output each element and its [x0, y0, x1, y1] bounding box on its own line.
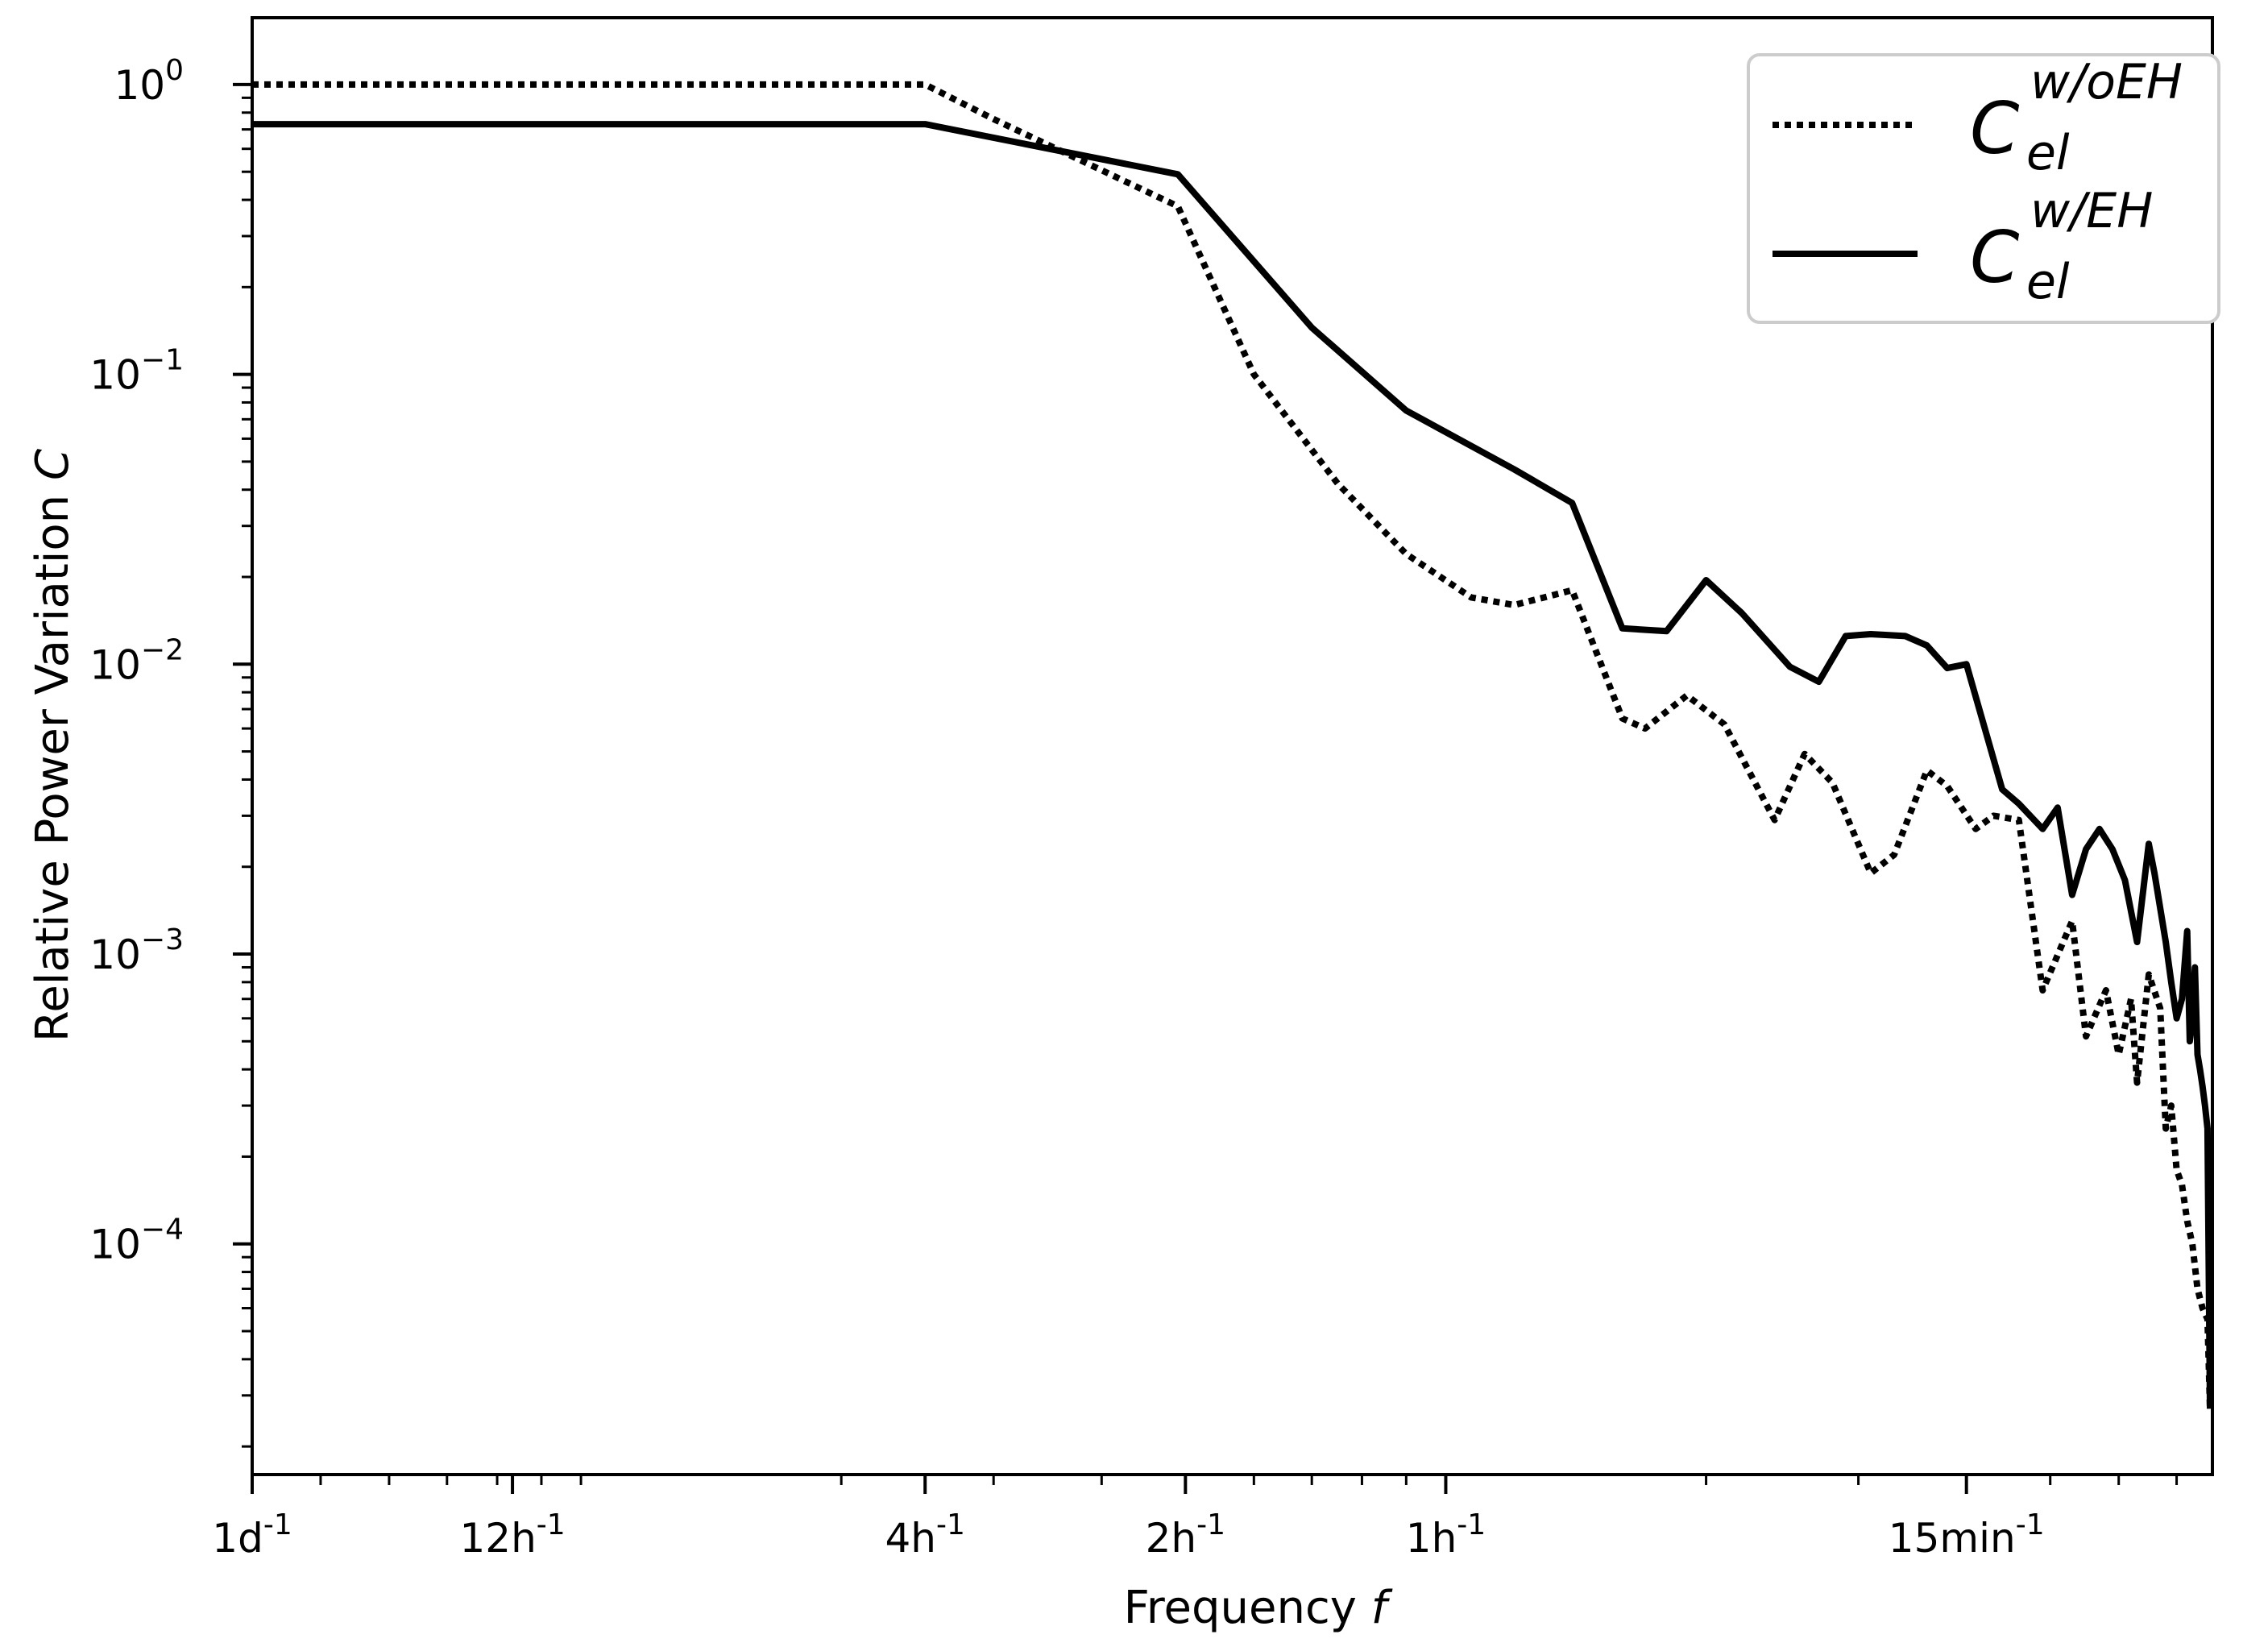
y-tick-label: 10−3	[89, 923, 184, 978]
x-tick-label: 1h-1	[1406, 1508, 1486, 1562]
legend-label-without-eh: Cw/oEH el	[1970, 54, 2183, 181]
x-tick-labels: 1d-1 12h-1 4h-1 2h-1 1h-1 15min-1	[212, 1508, 2044, 1562]
y-tick-label: 10−4	[89, 1213, 184, 1268]
legend-label-with-eh: Cw/EH el	[1970, 183, 2153, 310]
x-tick-label: 2h-1	[1146, 1508, 1225, 1562]
x-tick-label: 4h-1	[885, 1508, 964, 1562]
series-line-without-eh	[252, 81, 2213, 1409]
y-axis-title: Relative Power Variation C	[27, 449, 79, 1042]
x-tick-label: 12h-1	[459, 1508, 565, 1562]
x-tick-label: 1d-1	[212, 1508, 292, 1562]
y-tick-label: 10−1	[89, 344, 184, 399]
y-tick-label: 100	[114, 54, 184, 109]
x-axis-title: Frequency f	[1124, 1582, 1393, 1634]
legend: Cw/oEH el Cw/EH el	[1747, 53, 2220, 324]
major-ticks	[233, 82, 1968, 1494]
plot-frame	[251, 16, 2214, 1476]
plot-area	[252, 81, 2213, 1409]
y-tick-label: 10−2	[89, 633, 184, 688]
x-tick-label: 15min-1	[1889, 1508, 2045, 1562]
series-line-with-eh	[252, 121, 2213, 1409]
y-tick-labels: 100 10−1 10−2 10−3 10−4	[89, 54, 184, 1268]
